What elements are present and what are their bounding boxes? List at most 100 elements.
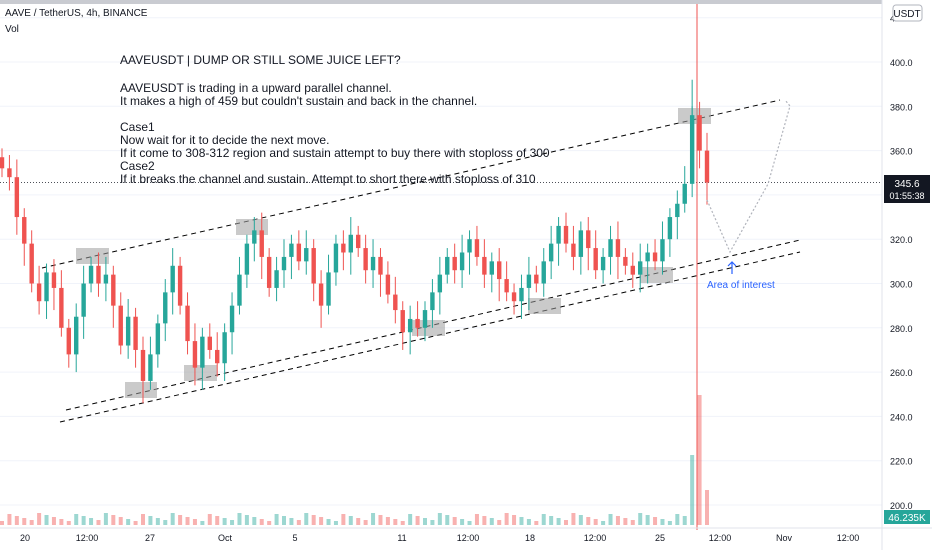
volume-bar [155,518,160,525]
candle-body [66,327,71,355]
volume-bar [645,515,650,525]
volume-bar [230,520,235,525]
candle-body [304,248,309,262]
channel-lines [0,0,882,530]
candle-body [586,230,591,249]
volume-bar [311,515,316,525]
up-arrow-icon [727,261,737,274]
volume-bar [623,518,628,525]
price-badge-value: 345.6 [894,179,919,190]
candle-body [638,261,643,275]
candle-body [259,230,264,257]
volume-bar [519,517,524,525]
candle-body [237,274,242,306]
candle-body [341,243,346,253]
volume-bar [7,514,12,525]
volume-bar [630,520,635,525]
candle-body [148,354,153,381]
candle-body [51,272,57,288]
volume-bar [126,519,131,525]
candle-body [467,239,472,253]
candle-body [207,336,212,350]
volume-bar [675,514,680,525]
time-tick-label: 20 [20,533,30,543]
note-line: AAVEUSDT is trading in a upward parallel… [120,81,392,95]
candle-body [88,265,94,284]
volume-bar [200,521,205,525]
candle-body [400,310,405,333]
candle-body [645,252,650,262]
volume-bar [564,520,568,525]
volume-bar [593,519,598,525]
volume-bar [74,514,79,525]
volume-bar [51,517,56,525]
candle-body [393,294,398,311]
candle-body [452,256,457,271]
time-tick-label: 12:00 [457,533,480,543]
candle-body [44,272,49,302]
price-tick-label: 380.0 [890,102,913,112]
note-line: Now wait for it to decide the next move. [120,133,329,147]
candle-body [437,274,443,293]
candle-body [578,230,584,257]
candle-body [192,341,198,368]
price-axis[interactable]: 200.0220.0240.0260.0280.0300.0320.0340.0… [881,0,913,550]
volume-bar [363,520,368,525]
volume-bar [37,513,42,525]
candle-body [118,305,123,346]
volume-bar [578,515,583,525]
candle-body [155,323,161,355]
volume-bar [170,513,175,525]
candle-body [289,243,294,257]
candle-body [541,261,546,284]
candle-body [163,292,168,324]
volume-bar [222,518,227,525]
volume-bar [289,518,294,525]
volume-bar [445,515,450,525]
candle-body [215,349,220,364]
note-line: If it breaks the channel and sustain. At… [120,172,536,186]
volume-bar [237,513,242,525]
note-line: Case1 [120,120,155,134]
currency-button[interactable] [892,4,923,22]
volume-bar [22,518,27,525]
candle-body [660,239,665,262]
note-title: AAVEUSDT | DUMP OR STILL SOME JUICE LEFT… [120,53,401,67]
volume-bar [326,519,331,525]
candle-body [370,256,376,271]
volume-bar [460,519,465,525]
candle-body [385,274,391,295]
volume-bar [252,517,257,525]
candle-body [81,283,86,317]
volume-bar [400,521,405,525]
volume-bar [163,520,168,525]
volume-bar [148,516,153,525]
price-tick-label: 300.0 [890,280,913,290]
candle-body [378,256,383,275]
volume-bar [207,514,212,525]
candle-body [615,239,621,257]
candle-body [185,305,190,342]
volume-bar [341,514,346,525]
volume-bar [437,513,442,525]
candle-body [311,248,316,284]
price-tick-label: 260.0 [890,368,913,378]
volume-bar [0,521,4,525]
volume-bar [697,395,702,525]
volume-bar [601,521,606,525]
time-tick-label: 5 [292,533,297,543]
candle-body [252,230,257,244]
time-tick-label: 12:00 [76,533,99,543]
volume-bar [304,513,309,525]
volume-bar [504,513,509,525]
candles [0,79,710,404]
volume-bar [44,515,49,525]
volume-bar [571,513,576,525]
time-tick-label: 18 [525,533,535,543]
candle-body [111,274,116,306]
volume-bar [192,519,197,525]
time-axis[interactable]: 20 12:00 27 Oct 5 11 12:00 18 12:00 25 12:00 Nov 12:… [0,527,932,543]
candle-body [534,274,539,284]
candle-body [407,318,413,333]
